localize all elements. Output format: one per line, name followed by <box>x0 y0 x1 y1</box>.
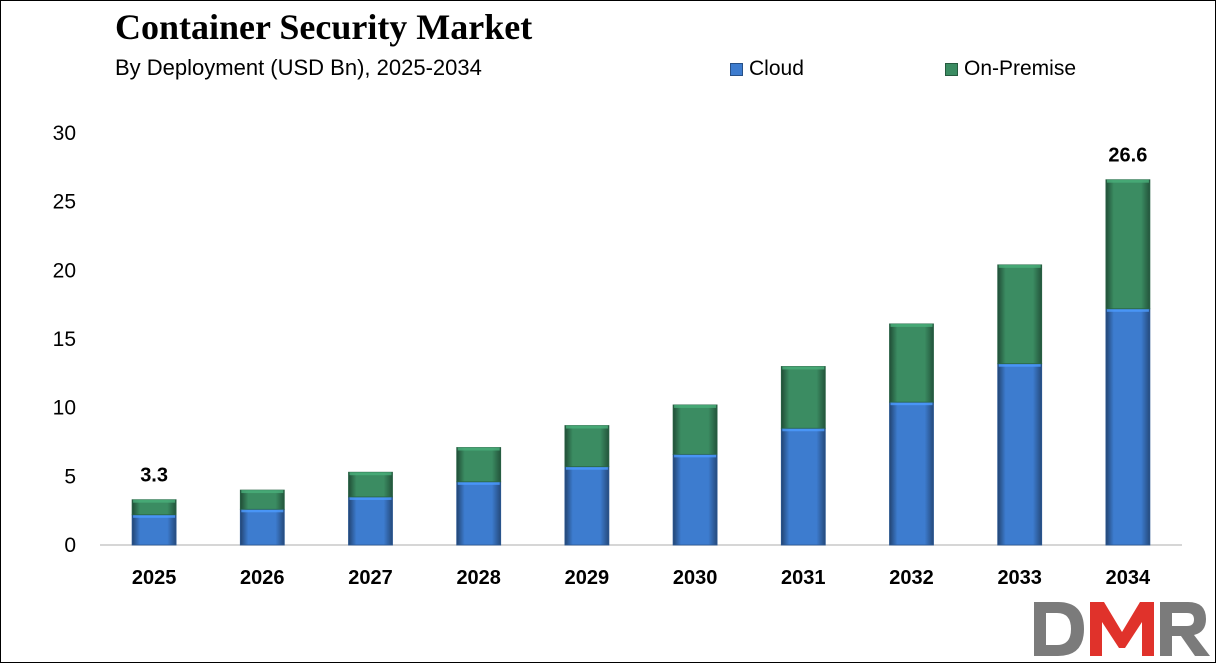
bar-bevel-on-premise-2034 <box>1106 179 1149 183</box>
x-tick-label: 2029 <box>565 567 610 589</box>
bar-bevel-on-premise-2025 <box>133 499 176 503</box>
x-tick-label: 2025 <box>132 567 177 589</box>
bar-bevel-cloud-2027 <box>349 496 392 500</box>
data-label-2025: 3.3 <box>140 465 168 487</box>
bar-cloud-2030 <box>672 453 718 546</box>
bar-bevel-cloud-2025 <box>133 514 176 518</box>
dmr-logo <box>1032 598 1214 660</box>
bar-bevel-cloud-2033 <box>998 363 1041 367</box>
legend-item-cloud: Cloud <box>730 55 804 83</box>
legend-swatch-on-premise <box>945 62 958 76</box>
bar-cloud-2025 <box>131 514 177 546</box>
bar-cloud-2029 <box>564 466 610 546</box>
x-tick-label: 2031 <box>781 567 826 589</box>
bar-bevel-on-premise-2033 <box>998 264 1041 268</box>
bar-on-premise-2034 <box>1105 179 1151 310</box>
x-tick-label: 2030 <box>673 567 718 589</box>
dmr-logo-mark <box>1034 602 1210 656</box>
bar-on-premise-2031 <box>780 366 826 429</box>
bar-bevel-on-premise-2029 <box>565 425 608 429</box>
bar-cloud-2031 <box>780 427 826 546</box>
chart-subtitle: By Deployment (USD Bn), 2025-2034 <box>115 55 482 80</box>
bar-bevel-cloud-2031 <box>782 428 825 432</box>
x-tick-label: 2032 <box>889 567 934 589</box>
data-label-2034: 26.6 <box>1108 145 1147 167</box>
bar-bevel-on-premise-2032 <box>890 323 933 327</box>
bar-bevel-cloud-2028 <box>457 481 500 485</box>
bar-bevel-on-premise-2027 <box>349 472 392 476</box>
x-tick-label: 2027 <box>348 567 393 589</box>
bar-cloud-2027 <box>348 496 393 546</box>
y-tick-label: 25 <box>53 191 76 214</box>
x-tick-label: 2026 <box>240 567 285 589</box>
bar-cloud-2026 <box>239 508 285 546</box>
bar-on-premise-2032 <box>889 323 934 403</box>
legend-label-on-premise: On-Premise <box>964 57 1077 80</box>
y-tick-label: 15 <box>53 328 76 351</box>
bar-on-premise-2027 <box>348 471 393 498</box>
bar-bevel-cloud-2029 <box>565 466 608 470</box>
bar-on-premise-2028 <box>456 447 502 483</box>
bar-cloud-2028 <box>456 481 502 546</box>
legend-swatch-cloud <box>730 62 743 76</box>
bar-bevel-on-premise-2031 <box>782 366 825 370</box>
bar-cloud-2032 <box>889 401 934 546</box>
bar-on-premise-2033 <box>997 264 1043 365</box>
y-tick-label: 5 <box>64 465 76 488</box>
bar-bevel-cloud-2032 <box>890 402 933 406</box>
bar-cloud-2034 <box>1105 308 1151 546</box>
bar-bevel-cloud-2030 <box>674 454 717 458</box>
y-tick-label: 20 <box>53 259 76 282</box>
y-tick-label: 0 <box>64 534 76 557</box>
bar-on-premise-2030 <box>672 404 718 455</box>
chart-title: Container Security Market <box>115 7 533 47</box>
x-tick-label: 2028 <box>456 567 501 589</box>
bar-bevel-cloud-2026 <box>241 509 284 513</box>
bar-bevel-on-premise-2030 <box>674 404 717 408</box>
x-tick-label: 2034 <box>1106 567 1151 589</box>
bar-cloud-2033 <box>997 363 1043 546</box>
legend-item-on-premise: On-Premise <box>945 55 1076 83</box>
y-tick-label: 10 <box>53 397 76 420</box>
legend-label-cloud: Cloud <box>749 57 804 80</box>
bar-bevel-on-premise-2028 <box>457 447 500 451</box>
x-tick-label: 2033 <box>997 567 1042 589</box>
bar-bevel-on-premise-2026 <box>241 490 284 494</box>
y-tick-label: 30 <box>53 122 76 145</box>
bar-bevel-cloud-2034 <box>1106 308 1149 312</box>
bar-on-premise-2029 <box>564 425 610 468</box>
